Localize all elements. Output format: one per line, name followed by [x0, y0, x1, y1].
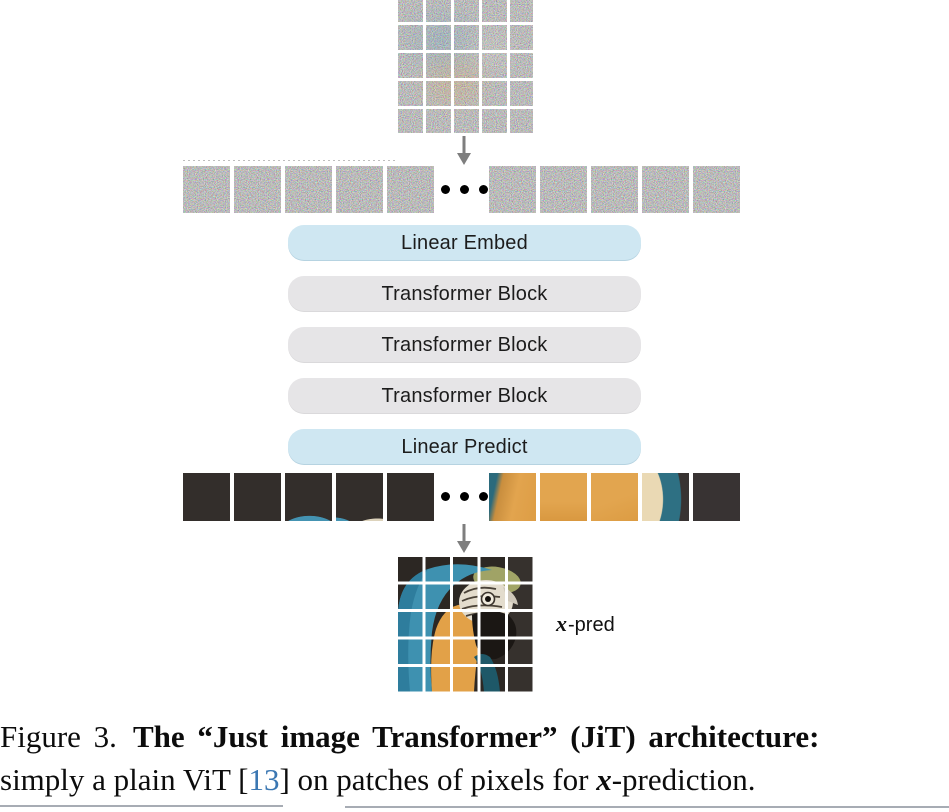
figure-caption: Figure 3. The “Just image Transformer” (J… — [0, 715, 949, 801]
noise-patch — [336, 166, 383, 213]
predicted-image-parrot — [398, 557, 533, 692]
noise-patch — [387, 166, 434, 213]
caption-colon: : — [809, 719, 820, 754]
dot-icon — [441, 185, 450, 194]
transformer-block-3: Transformer Block — [288, 378, 641, 414]
x-pred-label: x-pred — [556, 611, 615, 637]
noise-patch-group-right — [489, 166, 740, 213]
noise-patch — [540, 166, 587, 213]
figure-number: Figure 3. — [0, 719, 117, 754]
caption-body-mid: ] on patches of pixels for — [279, 762, 597, 797]
noise-patch — [642, 166, 689, 213]
pixel-patch — [642, 473, 689, 521]
transformer-block-2: Transformer Block — [288, 327, 641, 363]
linear-predict-block: Linear Predict — [288, 429, 641, 465]
noise-texture — [398, 0, 533, 133]
pred-suffix: -pred — [568, 614, 615, 636]
noise-patch — [591, 166, 638, 213]
transformer-block-1: Transformer Block — [288, 276, 641, 312]
ellipsis-icon — [441, 492, 488, 501]
parrot-illustration — [398, 557, 533, 692]
noise-patch — [489, 166, 536, 213]
patch-cut-line — [183, 160, 398, 161]
pixel-patch-group-left — [183, 473, 434, 521]
arrow-down-icon — [457, 524, 471, 553]
caption-title: The “Just image Transformer” (JiT) archi… — [132, 719, 810, 754]
noise-patch-group-left — [183, 166, 434, 213]
caption-line-1: Figure 3. The “Just image Transformer” (J… — [0, 715, 949, 758]
noise-patch — [285, 166, 332, 213]
pixel-patch — [336, 473, 383, 521]
noise-patch — [183, 166, 230, 213]
math-x: x — [556, 611, 567, 636]
citation-link-13[interactable]: 13 — [248, 762, 280, 797]
pixel-patch — [183, 473, 230, 521]
linear-embed-block: Linear Embed — [288, 225, 641, 261]
noise-patch — [234, 166, 281, 213]
caption-body-end: -prediction. — [611, 762, 756, 797]
dot-icon — [460, 185, 469, 194]
noisy-image-grid — [398, 0, 533, 133]
caption-line-2: simply a plain ViT [13] on patches of pi… — [0, 758, 949, 801]
caption-body-pre: simply a plain ViT [ — [0, 762, 249, 797]
pixel-patch — [693, 473, 740, 521]
dot-icon — [479, 492, 488, 501]
table-top-rule-right — [345, 806, 949, 808]
pixel-patch — [387, 473, 434, 521]
pixel-patch-group-right — [489, 473, 740, 521]
pixel-patch — [234, 473, 281, 521]
arrow-down-icon — [457, 136, 471, 165]
table-top-rule-left — [0, 805, 283, 807]
dot-icon — [441, 492, 450, 501]
pixel-patch — [591, 473, 638, 521]
dot-icon — [479, 185, 488, 194]
pixel-patch — [285, 473, 332, 521]
noise-patch — [693, 166, 740, 213]
pixel-patch — [489, 473, 536, 521]
math-x: x — [596, 762, 612, 797]
ellipsis-icon — [441, 185, 488, 194]
dot-icon — [460, 492, 469, 501]
pixel-patch — [540, 473, 587, 521]
